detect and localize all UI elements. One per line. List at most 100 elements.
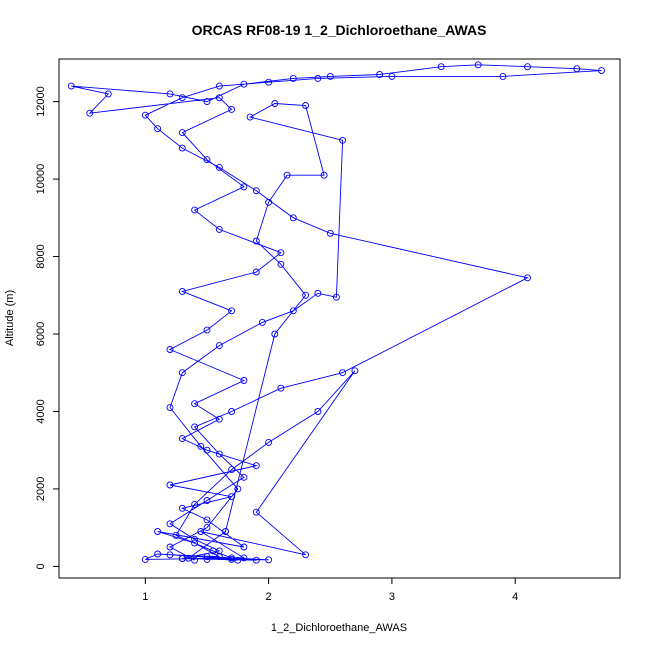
data-point bbox=[598, 67, 605, 75]
data-point bbox=[178, 435, 186, 443]
data-point bbox=[314, 408, 322, 415]
data-point bbox=[141, 111, 149, 119]
data-point bbox=[203, 156, 211, 164]
x-axis: 1 2 3 4 bbox=[142, 577, 518, 603]
data-point bbox=[203, 555, 211, 563]
data-point bbox=[524, 63, 531, 71]
data-point bbox=[166, 346, 174, 353]
data-point bbox=[265, 78, 273, 86]
data-point bbox=[166, 90, 174, 98]
data-point bbox=[191, 400, 199, 408]
data-point bbox=[474, 61, 482, 69]
data-point bbox=[240, 183, 248, 191]
data-point bbox=[339, 369, 347, 377]
data-point bbox=[215, 342, 223, 350]
data-point bbox=[332, 293, 340, 301]
data-point bbox=[326, 229, 334, 237]
data-point bbox=[258, 318, 266, 326]
data-point bbox=[166, 551, 174, 559]
data-point bbox=[339, 136, 347, 144]
y-tick-label: 4000 bbox=[35, 399, 47, 423]
y-tick-label: 12000 bbox=[35, 86, 47, 117]
data-point bbox=[246, 113, 254, 121]
data-point bbox=[197, 442, 205, 450]
data-point bbox=[228, 105, 236, 113]
data-point bbox=[277, 384, 285, 392]
data-point bbox=[191, 556, 199, 564]
data-point bbox=[166, 404, 174, 412]
x-tick-label: 3 bbox=[389, 591, 395, 603]
data-point bbox=[240, 554, 248, 562]
data-point bbox=[302, 102, 310, 109]
data-point bbox=[320, 171, 328, 179]
data-point bbox=[141, 555, 149, 563]
y-tick-label: 0 bbox=[35, 563, 47, 569]
data-point bbox=[252, 556, 260, 564]
data-point bbox=[376, 71, 384, 78]
data-point bbox=[178, 94, 186, 102]
data-point bbox=[215, 82, 223, 90]
plot-frame bbox=[58, 58, 621, 579]
data-point bbox=[191, 535, 199, 543]
data-point bbox=[240, 473, 248, 481]
data-point bbox=[265, 198, 273, 206]
data-point bbox=[228, 466, 236, 474]
data-point bbox=[203, 446, 211, 454]
data-point bbox=[178, 144, 186, 152]
x-tick-label: 2 bbox=[266, 591, 272, 603]
data-point bbox=[178, 129, 186, 137]
data-point bbox=[67, 82, 75, 90]
data-point bbox=[154, 550, 162, 558]
data-point bbox=[314, 74, 322, 82]
data-point bbox=[240, 543, 248, 551]
data-point bbox=[499, 72, 507, 80]
data-point bbox=[215, 415, 223, 423]
data-point bbox=[203, 553, 211, 561]
data-point bbox=[271, 100, 279, 107]
data-point bbox=[215, 94, 223, 102]
data-point bbox=[191, 206, 199, 214]
data-point bbox=[222, 528, 229, 535]
x-tick-label: 1 bbox=[142, 591, 148, 603]
data-point bbox=[277, 249, 285, 257]
data-point bbox=[203, 98, 211, 106]
data-point bbox=[252, 268, 260, 276]
y-axis-label: Altitude (m) bbox=[4, 290, 16, 346]
series-line bbox=[71, 64, 602, 561]
data-point bbox=[166, 543, 174, 551]
data-point bbox=[104, 90, 112, 98]
data-point bbox=[228, 493, 236, 501]
data-point bbox=[252, 462, 260, 470]
data-point bbox=[265, 556, 273, 564]
data-point bbox=[191, 500, 199, 508]
data-point bbox=[351, 367, 359, 375]
data-point bbox=[203, 326, 211, 334]
x-tick-label: 4 bbox=[512, 591, 518, 603]
x-axis-label: 1_2_Dichloroethane_AWAS bbox=[271, 622, 407, 634]
data-point bbox=[252, 237, 260, 245]
data-point bbox=[166, 481, 174, 489]
data-point bbox=[240, 80, 248, 88]
data-point bbox=[203, 516, 211, 524]
data-point bbox=[191, 423, 199, 431]
data-point bbox=[86, 109, 94, 117]
data-point bbox=[277, 260, 285, 268]
data-point bbox=[185, 554, 192, 562]
data-point bbox=[524, 274, 531, 282]
data-point bbox=[215, 450, 223, 458]
data-point bbox=[302, 551, 310, 559]
data-point bbox=[178, 504, 186, 512]
data-point bbox=[265, 438, 273, 446]
data-point bbox=[197, 528, 205, 535]
data-point bbox=[209, 547, 217, 555]
y-tick-label: 2000 bbox=[35, 477, 47, 501]
data-point bbox=[289, 214, 297, 222]
series-points bbox=[67, 61, 605, 564]
series-lines bbox=[71, 64, 602, 561]
data-point bbox=[215, 163, 223, 171]
data-point bbox=[228, 307, 236, 315]
data-point bbox=[252, 187, 260, 195]
data-point bbox=[283, 171, 291, 179]
data-point bbox=[203, 524, 211, 532]
